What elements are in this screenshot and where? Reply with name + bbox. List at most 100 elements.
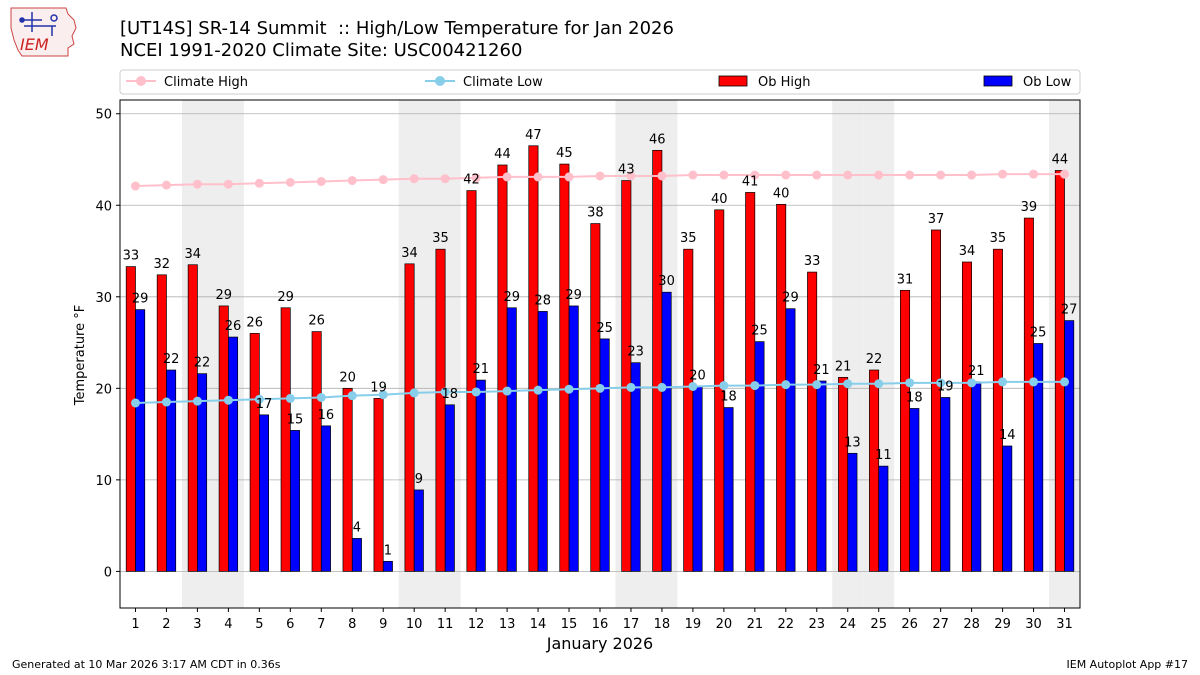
ob-high-label: 29 xyxy=(277,290,294,305)
legend-ob-low-label: Ob Low xyxy=(1023,75,1072,90)
ob-high-bar xyxy=(590,223,601,572)
ob-low-bar xyxy=(413,489,424,572)
ob-high-bar xyxy=(404,263,415,572)
x-tick-label-11: 11 xyxy=(437,617,454,632)
climate-high-point xyxy=(936,170,946,180)
x-tick-label-21: 21 xyxy=(747,617,764,632)
ob-low-bar xyxy=(785,308,796,572)
ob-low-bar xyxy=(599,338,610,572)
ob-high-bar xyxy=(218,305,229,572)
ob-high-label: 35 xyxy=(680,231,697,246)
ob-low-bar xyxy=(506,307,517,572)
climate-high-point xyxy=(657,171,667,181)
x-tick-label-18: 18 xyxy=(654,617,671,632)
ob-high-label: 34 xyxy=(401,246,418,261)
x-tick-label-15: 15 xyxy=(561,617,578,632)
x-tick-label-24: 24 xyxy=(839,617,856,632)
ob-high-bar xyxy=(652,149,663,572)
climate-high-point xyxy=(626,171,636,181)
ob-high-label: 32 xyxy=(154,257,171,272)
ob-high-bar xyxy=(311,331,322,572)
ob-low-label: 29 xyxy=(782,291,799,306)
ob-high-bar xyxy=(342,387,353,572)
ob-low-bar xyxy=(692,386,703,572)
ob-low-label: 29 xyxy=(503,290,520,305)
climate-low-point xyxy=(843,379,853,389)
legend-climate-high: Climate High xyxy=(126,75,248,90)
climate-low-point xyxy=(223,395,233,405)
ob-low-label: 22 xyxy=(163,352,180,367)
climate-low-point xyxy=(471,387,481,397)
ob-high-bar xyxy=(559,163,570,572)
ob-high-label: 42 xyxy=(463,173,480,188)
ob-high-label: 33 xyxy=(123,249,140,264)
x-tick-label-29: 29 xyxy=(994,617,1011,632)
ob-low-bar xyxy=(723,407,734,572)
climate-low-point xyxy=(1029,377,1039,387)
legend-climate-low: Climate Low xyxy=(425,75,543,90)
ob-high-bar xyxy=(683,248,694,572)
ob-low-bar xyxy=(135,309,146,572)
legend-ob-high: Ob High xyxy=(718,75,811,90)
climate-high-point xyxy=(688,170,698,180)
ob-low-label: 15 xyxy=(287,412,304,427)
bars-group xyxy=(125,145,1075,572)
x-tick-label-31: 31 xyxy=(1056,617,1073,632)
climate-high-point xyxy=(843,170,853,180)
y-tick-label-20: 20 xyxy=(95,382,112,397)
climate-low-point xyxy=(874,379,884,389)
ob-low-label: 29 xyxy=(565,288,582,303)
ob-high-label: 37 xyxy=(928,212,945,227)
ob-high-bar xyxy=(280,307,291,572)
ob-low-label: 25 xyxy=(1030,325,1047,340)
legend-frame xyxy=(119,69,1081,95)
legend-climate-high-marker xyxy=(136,76,146,86)
climate-low-point xyxy=(812,380,822,390)
ob-low-bar xyxy=(166,369,177,572)
ob-low-label: 18 xyxy=(720,390,737,405)
climate-high-point xyxy=(874,170,884,180)
x-tick-label-1: 1 xyxy=(131,617,139,632)
climate-low-point xyxy=(998,377,1008,387)
ob-low-label: 29 xyxy=(132,292,149,307)
climate-low-point xyxy=(161,397,171,407)
climate-high-point xyxy=(998,169,1008,179)
climate-high-point xyxy=(812,170,822,180)
ob-high-bar xyxy=(621,180,632,572)
footer-app-id: IEM Autoplot App #17 xyxy=(1066,658,1189,671)
ob-high-bar xyxy=(869,369,880,572)
x-tick-label-30: 30 xyxy=(1025,617,1042,632)
climate-high-point xyxy=(409,174,419,184)
ob-high-label: 40 xyxy=(773,186,790,201)
x-tick-label-14: 14 xyxy=(530,617,547,632)
ob-high-bar xyxy=(992,248,1003,572)
climate-high-point xyxy=(781,170,791,180)
ob-low-label: 23 xyxy=(627,345,644,360)
legend-ob-high-label: Ob High xyxy=(758,75,811,90)
ob-low-bar xyxy=(754,341,765,572)
ob-high-bar xyxy=(497,164,508,572)
legend-climate-low-marker xyxy=(435,76,445,86)
y-tick-label-30: 30 xyxy=(95,291,112,306)
climate-low-point xyxy=(905,378,915,388)
climate-high-point xyxy=(905,170,915,180)
ob-low-label: 25 xyxy=(751,324,768,339)
ob-low-label: 14 xyxy=(999,428,1016,443)
climate-low-point xyxy=(657,382,667,392)
ob-low-label: 26 xyxy=(225,319,242,334)
ob-high-bar xyxy=(156,274,167,572)
ob-low-bar xyxy=(351,538,362,572)
ob-high-bar xyxy=(528,145,539,572)
ob-high-label: 26 xyxy=(246,315,263,330)
x-tick-label-4: 4 xyxy=(224,617,232,632)
x-tick-label-12: 12 xyxy=(468,617,485,632)
ob-low-label: 18 xyxy=(442,387,459,402)
climate-high-point xyxy=(967,170,977,180)
weather-station-icon xyxy=(19,12,58,36)
ob-high-bar xyxy=(931,229,941,572)
x-tick-label-20: 20 xyxy=(716,617,733,632)
ob-high-label: 46 xyxy=(649,132,666,147)
climate-high-point xyxy=(595,171,605,181)
